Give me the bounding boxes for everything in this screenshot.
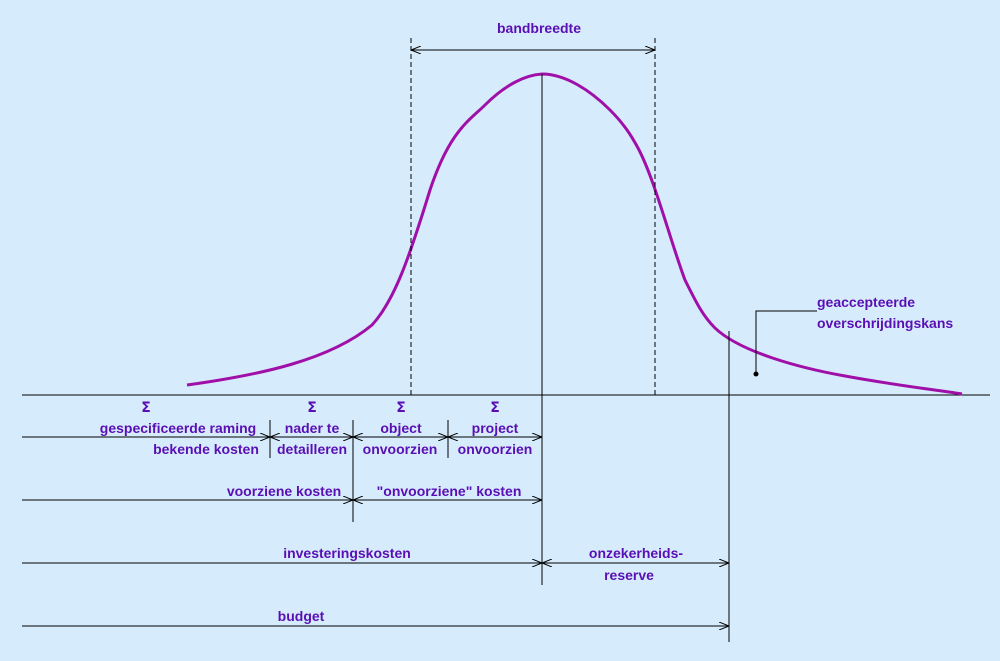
bandwidth-label: bandbreedte (497, 20, 581, 36)
specified-estimate-label: gespecificeerde raming (100, 420, 256, 436)
sigma-symbol: Σ (307, 400, 317, 416)
to-detail-label-line2: detailleren (277, 441, 347, 457)
to-detail-label-line1: nader te (285, 420, 340, 436)
uncertainty-reserve-label-line1: onzekerheids- (589, 545, 683, 561)
unforeseen-costs-label: "onvoorziene" kosten (377, 483, 522, 499)
object-contingency-label: onvoorzien (363, 441, 438, 457)
exceedance-pointer-line (755, 310, 817, 374)
budget-label: budget (278, 608, 325, 624)
project-label: project (472, 420, 519, 436)
sigma-symbol: Σ (396, 400, 406, 416)
probability-curve (186, 72, 963, 396)
sigma-symbol: Σ (141, 400, 151, 416)
foreseen-costs-label: voorziene kosten (227, 483, 341, 499)
exceedance-pointer-dot (753, 371, 759, 377)
object-label: object (380, 420, 422, 436)
exceedance-label-line2: overschrijdingskans (817, 315, 953, 331)
investment-costs-label: investeringskosten (283, 545, 411, 561)
uncertainty-reserve-label-line2: reserve (604, 567, 654, 583)
sigma-symbol: Σ (490, 400, 500, 416)
project-contingency-label: onvoorzien (458, 441, 533, 457)
exceedance-label-line1: geaccepteerde (817, 294, 915, 310)
known-costs-label: bekende kosten (153, 441, 259, 457)
